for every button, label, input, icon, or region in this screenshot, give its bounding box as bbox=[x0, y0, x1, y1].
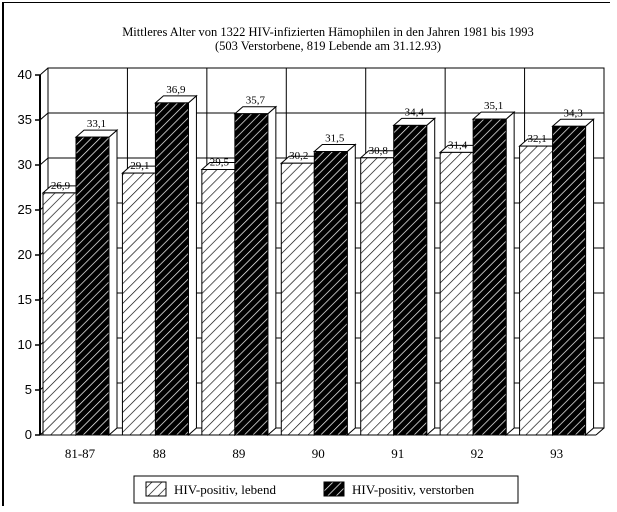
data-label-verstorben: 35,7 bbox=[246, 95, 266, 107]
y-tick-label: 5 bbox=[25, 382, 32, 397]
data-label-verstorben: 34,3 bbox=[563, 107, 583, 119]
x-tick-label: 89 bbox=[232, 446, 245, 461]
bar-verstorben bbox=[471, 110, 516, 437]
data-label-lebend: 30,2 bbox=[289, 150, 308, 162]
x-tick-label: 92 bbox=[471, 446, 484, 461]
y-tick-label: 40 bbox=[18, 67, 32, 82]
y-tick-label: 35 bbox=[18, 112, 32, 127]
legend-swatch-lebend bbox=[145, 481, 167, 497]
y-tick-label: 20 bbox=[18, 247, 32, 262]
bar-verstorben bbox=[154, 94, 198, 437]
y-tick-label: 25 bbox=[18, 202, 32, 217]
y-tick-label: 30 bbox=[18, 157, 32, 172]
y-axis: 0 5 10 15 20 25 30 35 40 bbox=[18, 67, 605, 442]
x-axis: 81-87 88 89 90 91 92 93 bbox=[65, 446, 563, 461]
y-tick-label: 15 bbox=[18, 292, 32, 307]
data-label-verstorben: 34,4 bbox=[405, 106, 425, 118]
chart-title: Mittleres Alter von 1322 HIV-infizierten… bbox=[122, 25, 534, 39]
data-label-verstorben: 36,9 bbox=[166, 84, 186, 96]
data-label-lebend: 30,8 bbox=[369, 145, 389, 157]
data-label-verstorben: 35,1 bbox=[484, 100, 503, 112]
x-tick-label: 90 bbox=[312, 446, 325, 461]
x-tick-label: 91 bbox=[391, 446, 404, 461]
bar-verstorben bbox=[312, 143, 357, 437]
x-tick-label: 93 bbox=[550, 446, 563, 461]
legend: HIV-positiv, lebend HIV-positiv, verstor… bbox=[133, 475, 519, 504]
chart-frame bbox=[2, 2, 610, 506]
y-tick-label: 0 bbox=[25, 427, 32, 442]
data-label-lebend: 26,9 bbox=[51, 180, 71, 192]
data-label-lebend: 29,1 bbox=[130, 160, 149, 172]
x-tick-label: 88 bbox=[153, 446, 166, 461]
legend-label-verstorben: HIV-positiv, verstorben bbox=[352, 482, 475, 497]
data-labels: 26,9 33,1 29,1 36,9 29,5 35,7 30,2 31,5 30,8 34,4… bbox=[51, 84, 583, 192]
legend-label-lebend: HIV-positiv, lebend bbox=[174, 482, 276, 497]
data-label-lebend: 31,4 bbox=[448, 139, 468, 151]
y-tick-label: 10 bbox=[18, 337, 32, 352]
bar-verstorben bbox=[392, 117, 437, 437]
data-label-verstorben: 31,5 bbox=[325, 133, 345, 145]
bar-verstorben bbox=[74, 128, 119, 437]
legend-swatch-verstorben bbox=[323, 481, 345, 497]
chart-subtitle: (503 Verstorbene, 819 Lebende am 31.12.9… bbox=[215, 39, 441, 53]
data-label-lebend: 29,5 bbox=[210, 157, 230, 169]
bar-verstorben bbox=[551, 118, 595, 437]
x-tick-label: 81-87 bbox=[65, 446, 96, 461]
data-label-verstorben: 33,1 bbox=[87, 118, 106, 130]
data-label-lebend: 32,1 bbox=[527, 133, 546, 145]
bars bbox=[41, 94, 595, 437]
bar-verstorben bbox=[233, 105, 278, 437]
